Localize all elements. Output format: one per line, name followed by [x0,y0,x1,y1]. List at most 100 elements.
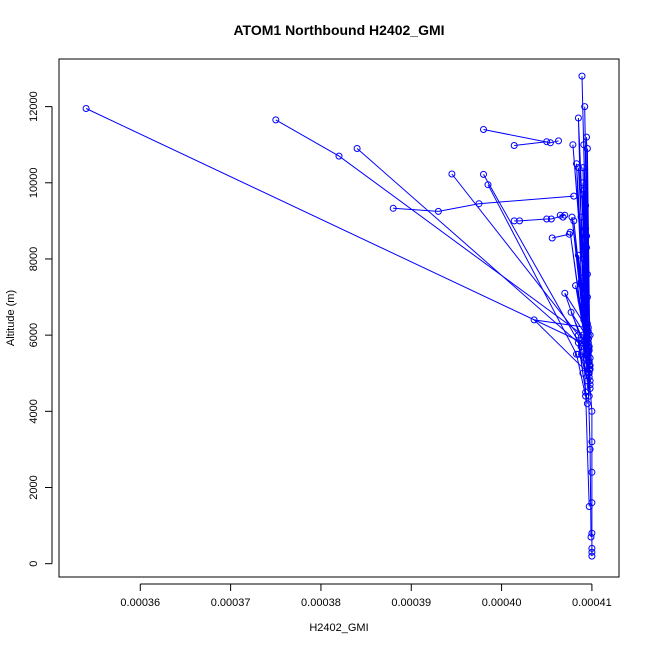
data-point [572,282,580,290]
data-point [574,164,582,172]
data-point [583,400,591,408]
data-point [480,126,487,133]
data-point [583,350,591,358]
data-point [588,438,596,446]
y-tick-label: 8000 [28,247,40,271]
data-point [583,327,591,335]
data-point [579,331,587,339]
data-point [546,139,554,147]
data-point [475,200,483,208]
data-point [577,278,585,286]
data-point [588,529,596,537]
data-point [335,152,343,160]
data-point [588,468,596,476]
series-line-2 [275,119,590,507]
data-point [583,270,591,278]
data-point [583,133,590,141]
data-point [586,365,594,373]
data-point [570,192,578,200]
data-point [586,385,594,392]
data-point [543,138,551,146]
y-tick-label: 6000 [28,323,40,347]
data-point [574,114,582,122]
data-point [480,170,487,178]
y-tick-label: 10000 [28,167,40,198]
data-point [582,225,590,232]
axes: 0.00036 0.00037 0.00038 0.00039 0.00040 0.000… [28,91,612,609]
chart-title: ATOM1 Northbound H2402_GMI [233,22,444,38]
data-point [586,362,594,370]
y-axis-label: Altitude (m) [5,290,17,346]
data-point [588,544,596,552]
series-line-4 [451,173,584,374]
data-point [588,548,596,556]
data-point [578,72,586,80]
data-point [583,362,590,370]
x-tick-label: 0.00039 [391,597,431,609]
data-point [579,190,587,198]
data-point [585,503,593,510]
data-point [448,170,456,178]
data-point [580,316,588,324]
data-point [568,213,576,221]
data-point [583,145,591,152]
data-point [584,354,592,362]
data-point [574,251,582,259]
data-point [561,211,569,219]
x-tick-label: 0.00038 [301,597,341,609]
data-point [581,255,589,263]
data-point [577,343,585,351]
data-point [573,350,580,358]
data-point [577,297,585,305]
series-line-1 [85,108,592,538]
data-point [561,289,569,297]
data-point [577,213,585,221]
data-point [434,207,442,215]
y-tick-label: 12000 [28,91,40,122]
series-line-6 [487,184,587,397]
data-point [555,137,562,145]
data-point [579,179,587,187]
data-point [584,339,592,347]
x-tick-label: 0.00041 [572,597,612,609]
data-point [543,215,551,223]
data-point [580,186,588,194]
series-line-9 [393,195,574,212]
data-point [573,160,580,168]
data-point [579,274,587,282]
x-tick-label: 0.00040 [482,597,522,609]
x-axis-label: H2402_GMI [309,622,368,634]
data-point [547,215,555,223]
data-point [559,213,567,221]
data-point [82,105,90,112]
data-point [353,145,361,152]
data-point [570,217,578,225]
data-point [587,533,595,541]
data-point [584,335,592,343]
data-point [581,103,589,111]
data-point [574,350,582,358]
data-point [583,320,591,328]
x-tick-label: 0.00036 [120,597,160,609]
data-point [510,142,518,149]
data-point [272,116,280,124]
data-point [567,308,575,316]
data-point [581,194,589,202]
data-point [510,217,518,225]
data-point [569,141,577,149]
data-point [583,244,590,251]
y-tick-label: 4000 [28,399,40,423]
data-point [548,234,556,242]
data-point [579,164,587,172]
data-point [574,331,582,339]
y-tick-label: 0 [28,561,40,567]
data-point [583,232,590,240]
data-point [582,392,590,400]
plot-area [82,72,596,560]
y-tick-label: 2000 [28,475,40,499]
data-point [580,141,588,149]
data-point [516,217,524,225]
series-line-5 [483,174,588,381]
